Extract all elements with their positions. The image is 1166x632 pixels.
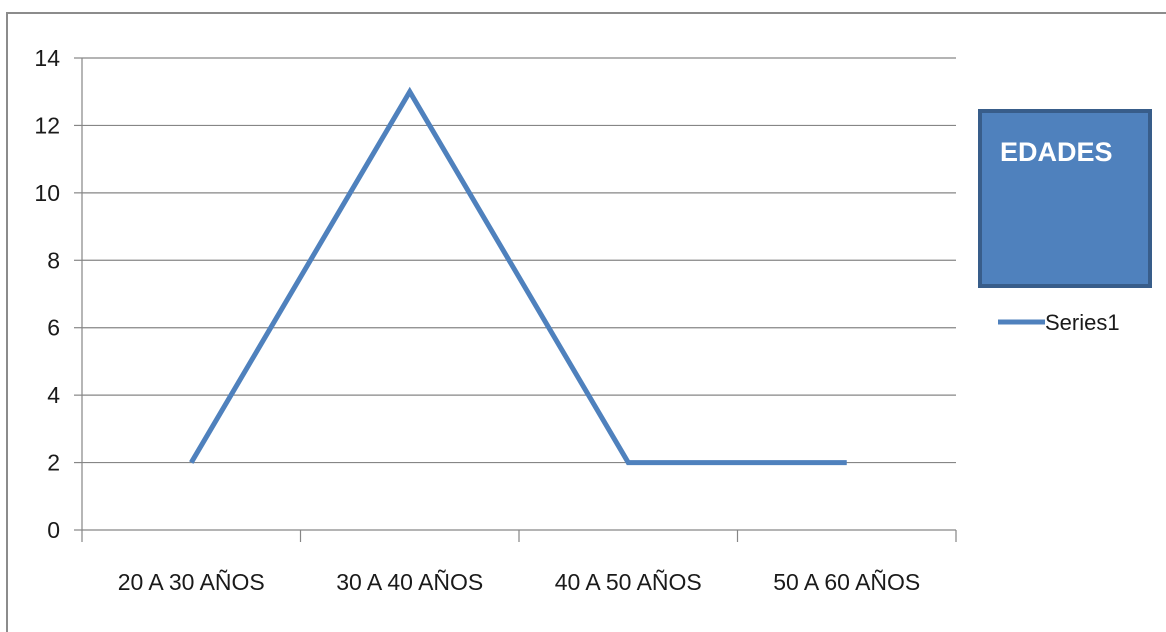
y-tick-label: 12	[34, 112, 60, 138]
legend-series1-label: Series1	[1045, 310, 1120, 335]
axes	[74, 58, 956, 542]
y-tick-label: 4	[47, 382, 60, 408]
line-chart: 0 2 4 6 8 10 12 14 20 A 30 AÑOS 30 A 40 AÑOS 40 A…	[0, 0, 1166, 618]
y-tick-label: 0	[47, 517, 60, 543]
x-tick-label: 20 A 30 AÑOS	[118, 569, 265, 595]
y-tick-label: 6	[47, 315, 60, 341]
y-tick-labels: 0 2 4 6 8 10 12 14	[34, 45, 60, 543]
gridlines	[82, 58, 956, 463]
x-tick-labels: 20 A 30 AÑOS 30 A 40 AÑOS 40 A 50 AÑOS 50 A…	[118, 569, 921, 595]
chart-title-box: EDADES	[980, 111, 1150, 286]
x-tick-label: 30 A 40 AÑOS	[336, 569, 483, 595]
x-tick-label: 50 A 60 AÑOS	[773, 569, 920, 595]
series-lines	[191, 92, 847, 463]
x-tick-label: 40 A 50 AÑOS	[555, 569, 702, 595]
y-tick-label: 8	[47, 247, 60, 273]
chart-title: EDADES	[1000, 137, 1113, 167]
legend: Series1	[998, 310, 1120, 335]
y-tick-label: 14	[34, 45, 60, 71]
y-tick-label: 10	[34, 180, 60, 206]
series-line-Series1	[191, 92, 847, 463]
y-tick-label: 2	[47, 450, 60, 476]
